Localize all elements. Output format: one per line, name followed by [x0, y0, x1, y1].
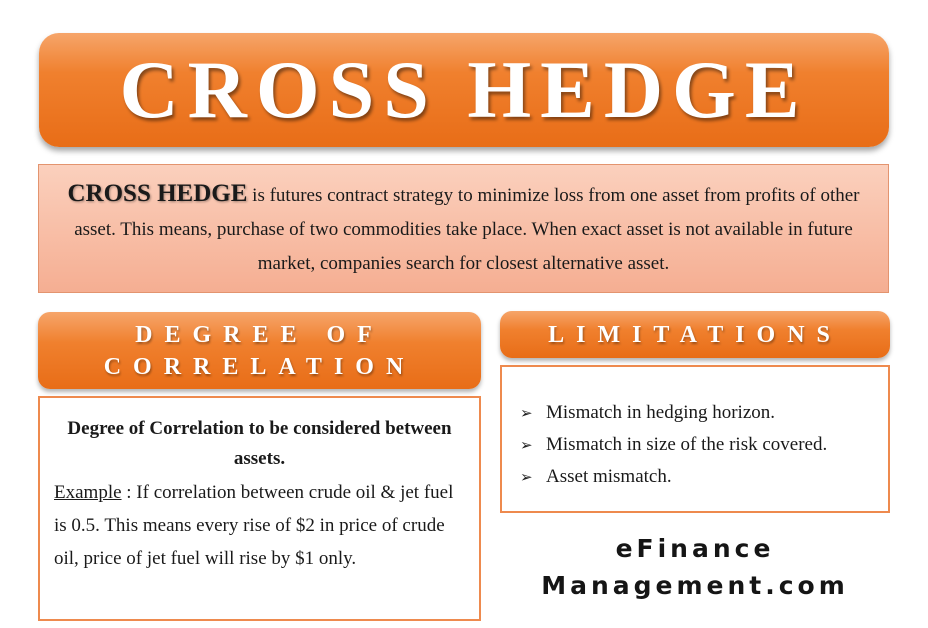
arrowhead-bullet-icon: ➢ — [520, 469, 533, 486]
brand-wordmark: eFinance Management.com — [500, 530, 890, 604]
limitations-header: LIMITATIONS — [500, 311, 890, 358]
correlation-header-label: DEGREE OF CORRELATION — [103, 321, 416, 380]
limitations-header-label: LIMITATIONS — [548, 321, 842, 348]
limitations-list: ➢ Mismatch in hedging horizon. ➢ Mismatc… — [520, 397, 888, 493]
definition-text: is futures contract strategy to minimize… — [74, 184, 860, 274]
title-banner: CROSS HEDGE — [39, 33, 889, 147]
limitation-text: Mismatch in size of the risk covered. — [546, 434, 828, 455]
correlation-heading: Degree of Correlation to be considered b… — [67, 418, 452, 469]
correlation-header: DEGREE OF CORRELATION — [38, 312, 481, 389]
page-title: CROSS HEDGE — [119, 44, 809, 135]
arrowhead-bullet-icon: ➢ — [520, 405, 533, 422]
limitation-text: Asset mismatch. — [546, 466, 672, 487]
definition-paragraph: CROSS HEDGE is futures contract strategy… — [63, 177, 864, 281]
limitation-text: Mismatch in hedging horizon. — [546, 402, 776, 423]
correlation-example: Example : If correlation between crude o… — [54, 476, 465, 575]
correlation-panel: Degree of Correlation to be considered b… — [38, 396, 481, 621]
list-item: ➢ Asset mismatch. — [520, 461, 888, 493]
example-text: : If correlation between crude oil & jet… — [54, 482, 454, 569]
list-item: ➢ Mismatch in size of the risk covered. — [520, 429, 888, 461]
brand-line-2: Management.com — [541, 571, 849, 600]
arrowhead-bullet-icon: ➢ — [520, 437, 533, 454]
definition-term: CROSS HEDGE — [67, 179, 248, 207]
limitations-panel: ➢ Mismatch in hedging horizon. ➢ Mismatc… — [500, 365, 890, 513]
definition-box: CROSS HEDGE is futures contract strategy… — [38, 164, 889, 293]
brand-line-1: eFinance — [615, 534, 775, 563]
list-item: ➢ Mismatch in hedging horizon. — [520, 397, 888, 429]
example-label: Example — [54, 482, 122, 503]
